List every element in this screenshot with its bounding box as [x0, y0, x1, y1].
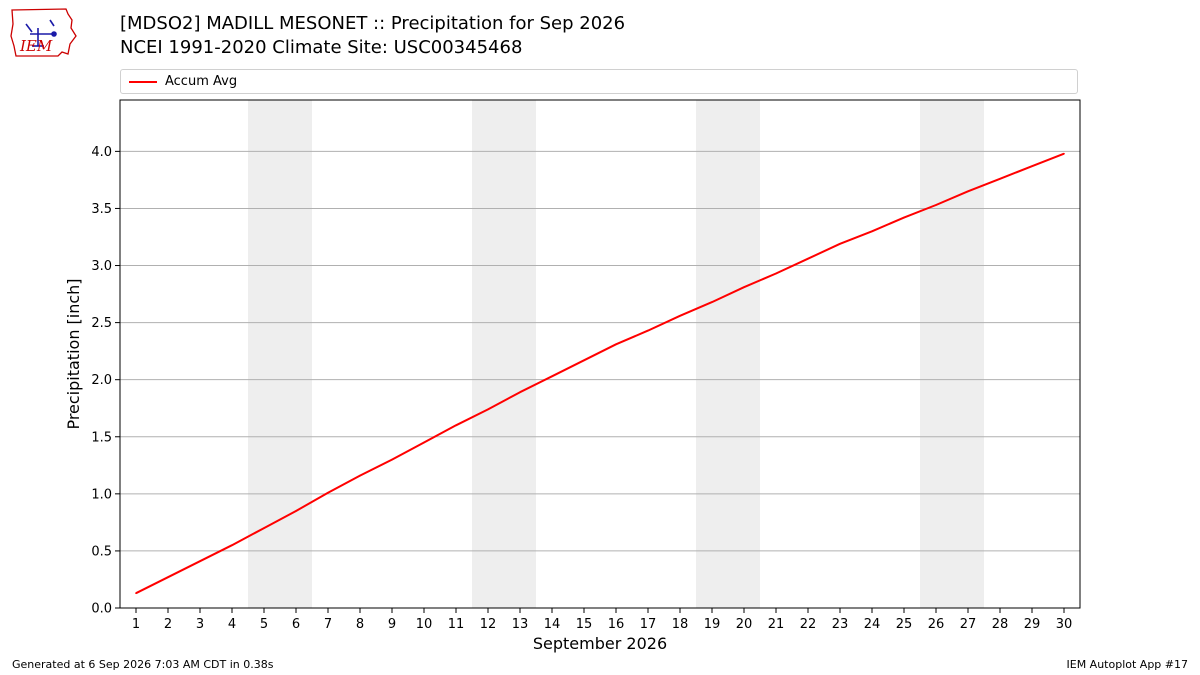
data-point-3 [199, 560, 201, 562]
data-point-25 [903, 216, 905, 219]
data-point-13 [519, 391, 521, 394]
x-tick-label-6: 6 [292, 617, 300, 632]
chart-legend: Accum Avg [120, 69, 1078, 94]
x-tick-label-4: 4 [228, 617, 236, 632]
data-point-28 [999, 177, 1001, 180]
x-tick-label-16: 16 [608, 617, 625, 632]
y-tick-label-6: 3.0 [91, 259, 112, 274]
data-point-27 [967, 190, 969, 193]
y-tick-label-2: 1.0 [91, 487, 112, 502]
x-tick-label-18: 18 [672, 617, 689, 632]
x-tick-label-28: 28 [992, 617, 1009, 632]
y-axis-ticks: 0.0 0.5 1.0 1.5 2.0 2.5 3.0 3.5 4.0 [91, 145, 120, 617]
data-point-30 [1063, 152, 1065, 155]
y-tick-label-5: 2.5 [91, 316, 112, 331]
legend-label-accum-avg: Accum Avg [165, 74, 238, 89]
x-tick-label-26: 26 [928, 617, 945, 632]
data-point-14 [551, 375, 553, 378]
x-tick-label-25: 25 [896, 617, 913, 632]
x-tick-label-2: 2 [164, 617, 172, 632]
weekend-bands [248, 100, 984, 608]
series-line-0 [135, 152, 1065, 595]
x-tick-label-12: 12 [480, 617, 497, 632]
x-tick-label-5: 5 [260, 617, 268, 632]
x-tick-label-7: 7 [324, 617, 332, 632]
iem-logo: IEM [10, 8, 77, 57]
weekend-band-4 [920, 100, 984, 608]
x-tick-label-17: 17 [640, 617, 657, 632]
x-tick-label-3: 3 [196, 617, 204, 632]
x-tick-label-22: 22 [800, 617, 817, 632]
weather-station-icon [25, 19, 57, 47]
data-point-23 [839, 243, 841, 245]
data-point-17 [647, 329, 649, 332]
y-tick-label-4: 2.0 [91, 373, 112, 388]
y-axis-label: Precipitation [inch] [64, 278, 83, 429]
data-point-2 [167, 576, 169, 578]
x-axis-label: September 2026 [533, 634, 667, 653]
iowa-outline-icon [10, 8, 77, 57]
data-point-29 [1031, 165, 1033, 168]
weekend-band-3 [696, 100, 760, 608]
y-tick-label-7: 3.5 [91, 202, 112, 217]
x-tick-label-27: 27 [960, 617, 977, 632]
data-point-11 [455, 424, 457, 427]
x-tick-label-13: 13 [512, 617, 529, 632]
data-point-21 [775, 272, 777, 275]
plot-frame [119, 99, 1081, 609]
x-tick-label-24: 24 [864, 617, 881, 632]
data-point-7 [327, 491, 329, 494]
series-accum-avg [135, 152, 1065, 595]
logo-text: IEM [19, 37, 53, 55]
chart-title: [MDSO2] MADILL MESONET :: Precipitation … [120, 13, 626, 34]
x-tick-label-23: 23 [832, 617, 849, 632]
chart-subtitle: NCEI 1991-2020 Climate Site: USC00345468 [120, 37, 523, 58]
data-point-26 [935, 204, 937, 206]
legend-swatch-accum-avg [129, 81, 157, 83]
data-point-18 [679, 314, 681, 317]
footer-app-text: IEM Autoplot App #17 [1066, 658, 1189, 671]
data-point-24 [871, 230, 873, 233]
x-tick-label-9: 9 [388, 617, 396, 632]
x-tick-label-8: 8 [356, 617, 364, 632]
data-point-8 [359, 474, 361, 477]
x-tick-label-15: 15 [576, 617, 593, 632]
x-tick-label-1: 1 [132, 617, 140, 632]
x-tick-label-10: 10 [416, 617, 433, 632]
data-point-5 [263, 527, 265, 529]
footer-generated-text: Generated at 6 Sep 2026 7:03 AM CDT in 0… [12, 658, 274, 671]
weekend-band-1 [248, 100, 312, 608]
data-point-10 [423, 441, 425, 444]
data-point-6 [295, 510, 297, 512]
x-tick-label-11: 11 [448, 617, 465, 632]
y-tick-label-0: 0.0 [91, 602, 112, 617]
x-axis-ticks: 1 2 3 4 5 6 7 8 9 10 11 12 13 14 15 16 17 18 19 20 21 22 23 24 2… [132, 608, 1072, 632]
data-point-9 [391, 458, 393, 461]
x-tick-label-19: 19 [704, 617, 721, 632]
data-point-19 [711, 301, 713, 303]
data-point-22 [807, 257, 809, 260]
data-point-12 [487, 408, 489, 411]
x-tick-label-20: 20 [736, 617, 753, 632]
data-point-20 [743, 286, 745, 289]
data-point-16 [615, 343, 617, 346]
x-tick-label-14: 14 [544, 617, 561, 632]
x-tick-label-21: 21 [768, 617, 785, 632]
horizontal-gridlines [120, 150, 1080, 552]
y-tick-label-8: 4.0 [91, 145, 112, 160]
x-tick-label-30: 30 [1056, 617, 1073, 632]
data-point-15 [583, 359, 585, 362]
data-point-4 [231, 544, 233, 547]
y-tick-label-3: 1.5 [91, 430, 112, 445]
weekend-band-2 [472, 100, 536, 608]
data-point-1 [135, 592, 137, 594]
y-tick-label-1: 0.5 [91, 544, 112, 559]
x-tick-label-29: 29 [1024, 617, 1041, 632]
